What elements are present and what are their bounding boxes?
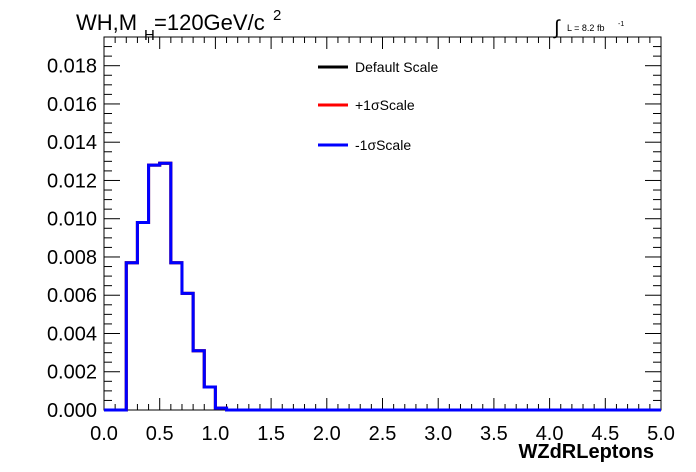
x-tick-label: 5.0 — [647, 423, 675, 445]
x-tick-label: 3.0 — [424, 423, 452, 445]
x-axis-title: WZdRLeptons — [518, 441, 654, 463]
x-tick-label: 0.5 — [146, 423, 174, 445]
y-tick-label: 0.014 — [47, 132, 97, 154]
y-tick-label: 0.012 — [47, 170, 97, 192]
y-tick-label: 0.000 — [47, 400, 97, 422]
axes: 0.0 0.5 1.0 1.5 2.0 2.5 3.0 3.5 4.0 4.5 5.0 0.000 0.… — [47, 36, 675, 445]
legend: Default Scale +1σScale -1σScale — [318, 59, 438, 153]
x-tick-label: 2.5 — [369, 423, 397, 445]
x-tick-label: 0.0 — [90, 423, 118, 445]
luminosity-label: ∫ L = 8.2 fb -1 — [553, 17, 624, 39]
x-tick-label: 2.0 — [313, 423, 341, 445]
x-tick-label: 1.5 — [257, 423, 285, 445]
lumi-integral: ∫ — [553, 17, 561, 39]
y-tick-label: 0.016 — [47, 94, 97, 116]
y-tick-label: 0.002 — [47, 362, 97, 384]
series-line-1 — [104, 161, 661, 412]
title-subscript: H — [144, 27, 155, 44]
series-line-2 — [104, 161, 661, 412]
title-main: WH,M — [76, 10, 137, 35]
chart-title: WH,M H =120GeV/c 2 — [76, 7, 281, 44]
x-tick-label: 4.5 — [591, 423, 619, 445]
y-tick-label: 0.018 — [47, 56, 97, 78]
legend-label-default: Default Scale — [355, 59, 438, 75]
legend-label-minus: -1σScale — [355, 137, 411, 153]
plot-frame — [103, 36, 662, 411]
title-rest: =120GeV/c — [154, 10, 265, 35]
legend-label-plus: +1σScale — [355, 97, 415, 113]
lumi-superscript: -1 — [618, 21, 624, 28]
y-tick-label: 0.010 — [47, 209, 97, 231]
lumi-text: L = 8.2 fb — [567, 23, 604, 33]
x-tick-label: 4.0 — [536, 423, 564, 445]
title-superscript: 2 — [273, 7, 281, 24]
x-tick-label: 3.5 — [480, 423, 508, 445]
series-line-0 — [104, 161, 661, 412]
y-tick-label: 0.006 — [47, 285, 97, 307]
y-tick-label: 0.004 — [47, 323, 97, 345]
series-layer — [104, 161, 661, 412]
y-tick-label: 0.008 — [47, 247, 97, 269]
x-tick-label: 1.0 — [201, 423, 229, 445]
